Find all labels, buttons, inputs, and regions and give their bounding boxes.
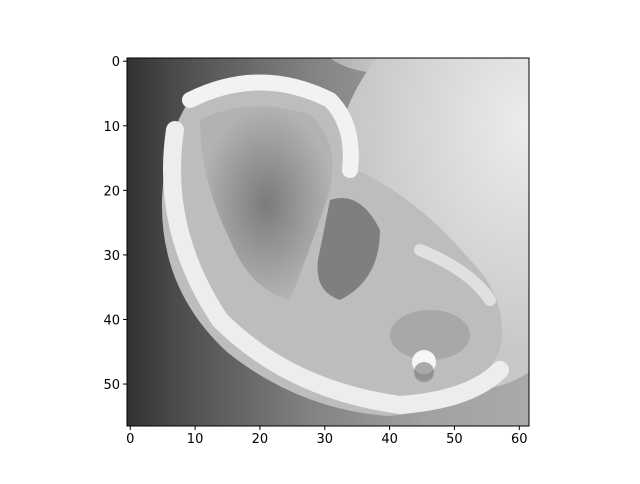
y-tick-label: 20 — [103, 184, 120, 199]
x-tick-label: 0 — [126, 432, 134, 447]
axes: 0 10 20 30 40 50 60 0 10 20 30 40 50 — [103, 55, 527, 447]
x-tick-label: 40 — [381, 432, 398, 447]
y-tick-label: 10 — [103, 120, 120, 135]
y-tick-label: 0 — [112, 55, 120, 70]
x-tick-label: 50 — [446, 432, 463, 447]
y-tick-label: 30 — [103, 249, 120, 264]
x-tick-label: 30 — [316, 432, 333, 447]
x-tick-label: 60 — [511, 432, 528, 447]
plot-frame — [126, 57, 530, 427]
image — [127, 58, 529, 426]
y-tick-label: 50 — [103, 378, 120, 393]
x-tick-label: 10 — [187, 432, 204, 447]
x-tick-label: 20 — [252, 432, 269, 447]
y-tick-label: 40 — [103, 313, 120, 328]
